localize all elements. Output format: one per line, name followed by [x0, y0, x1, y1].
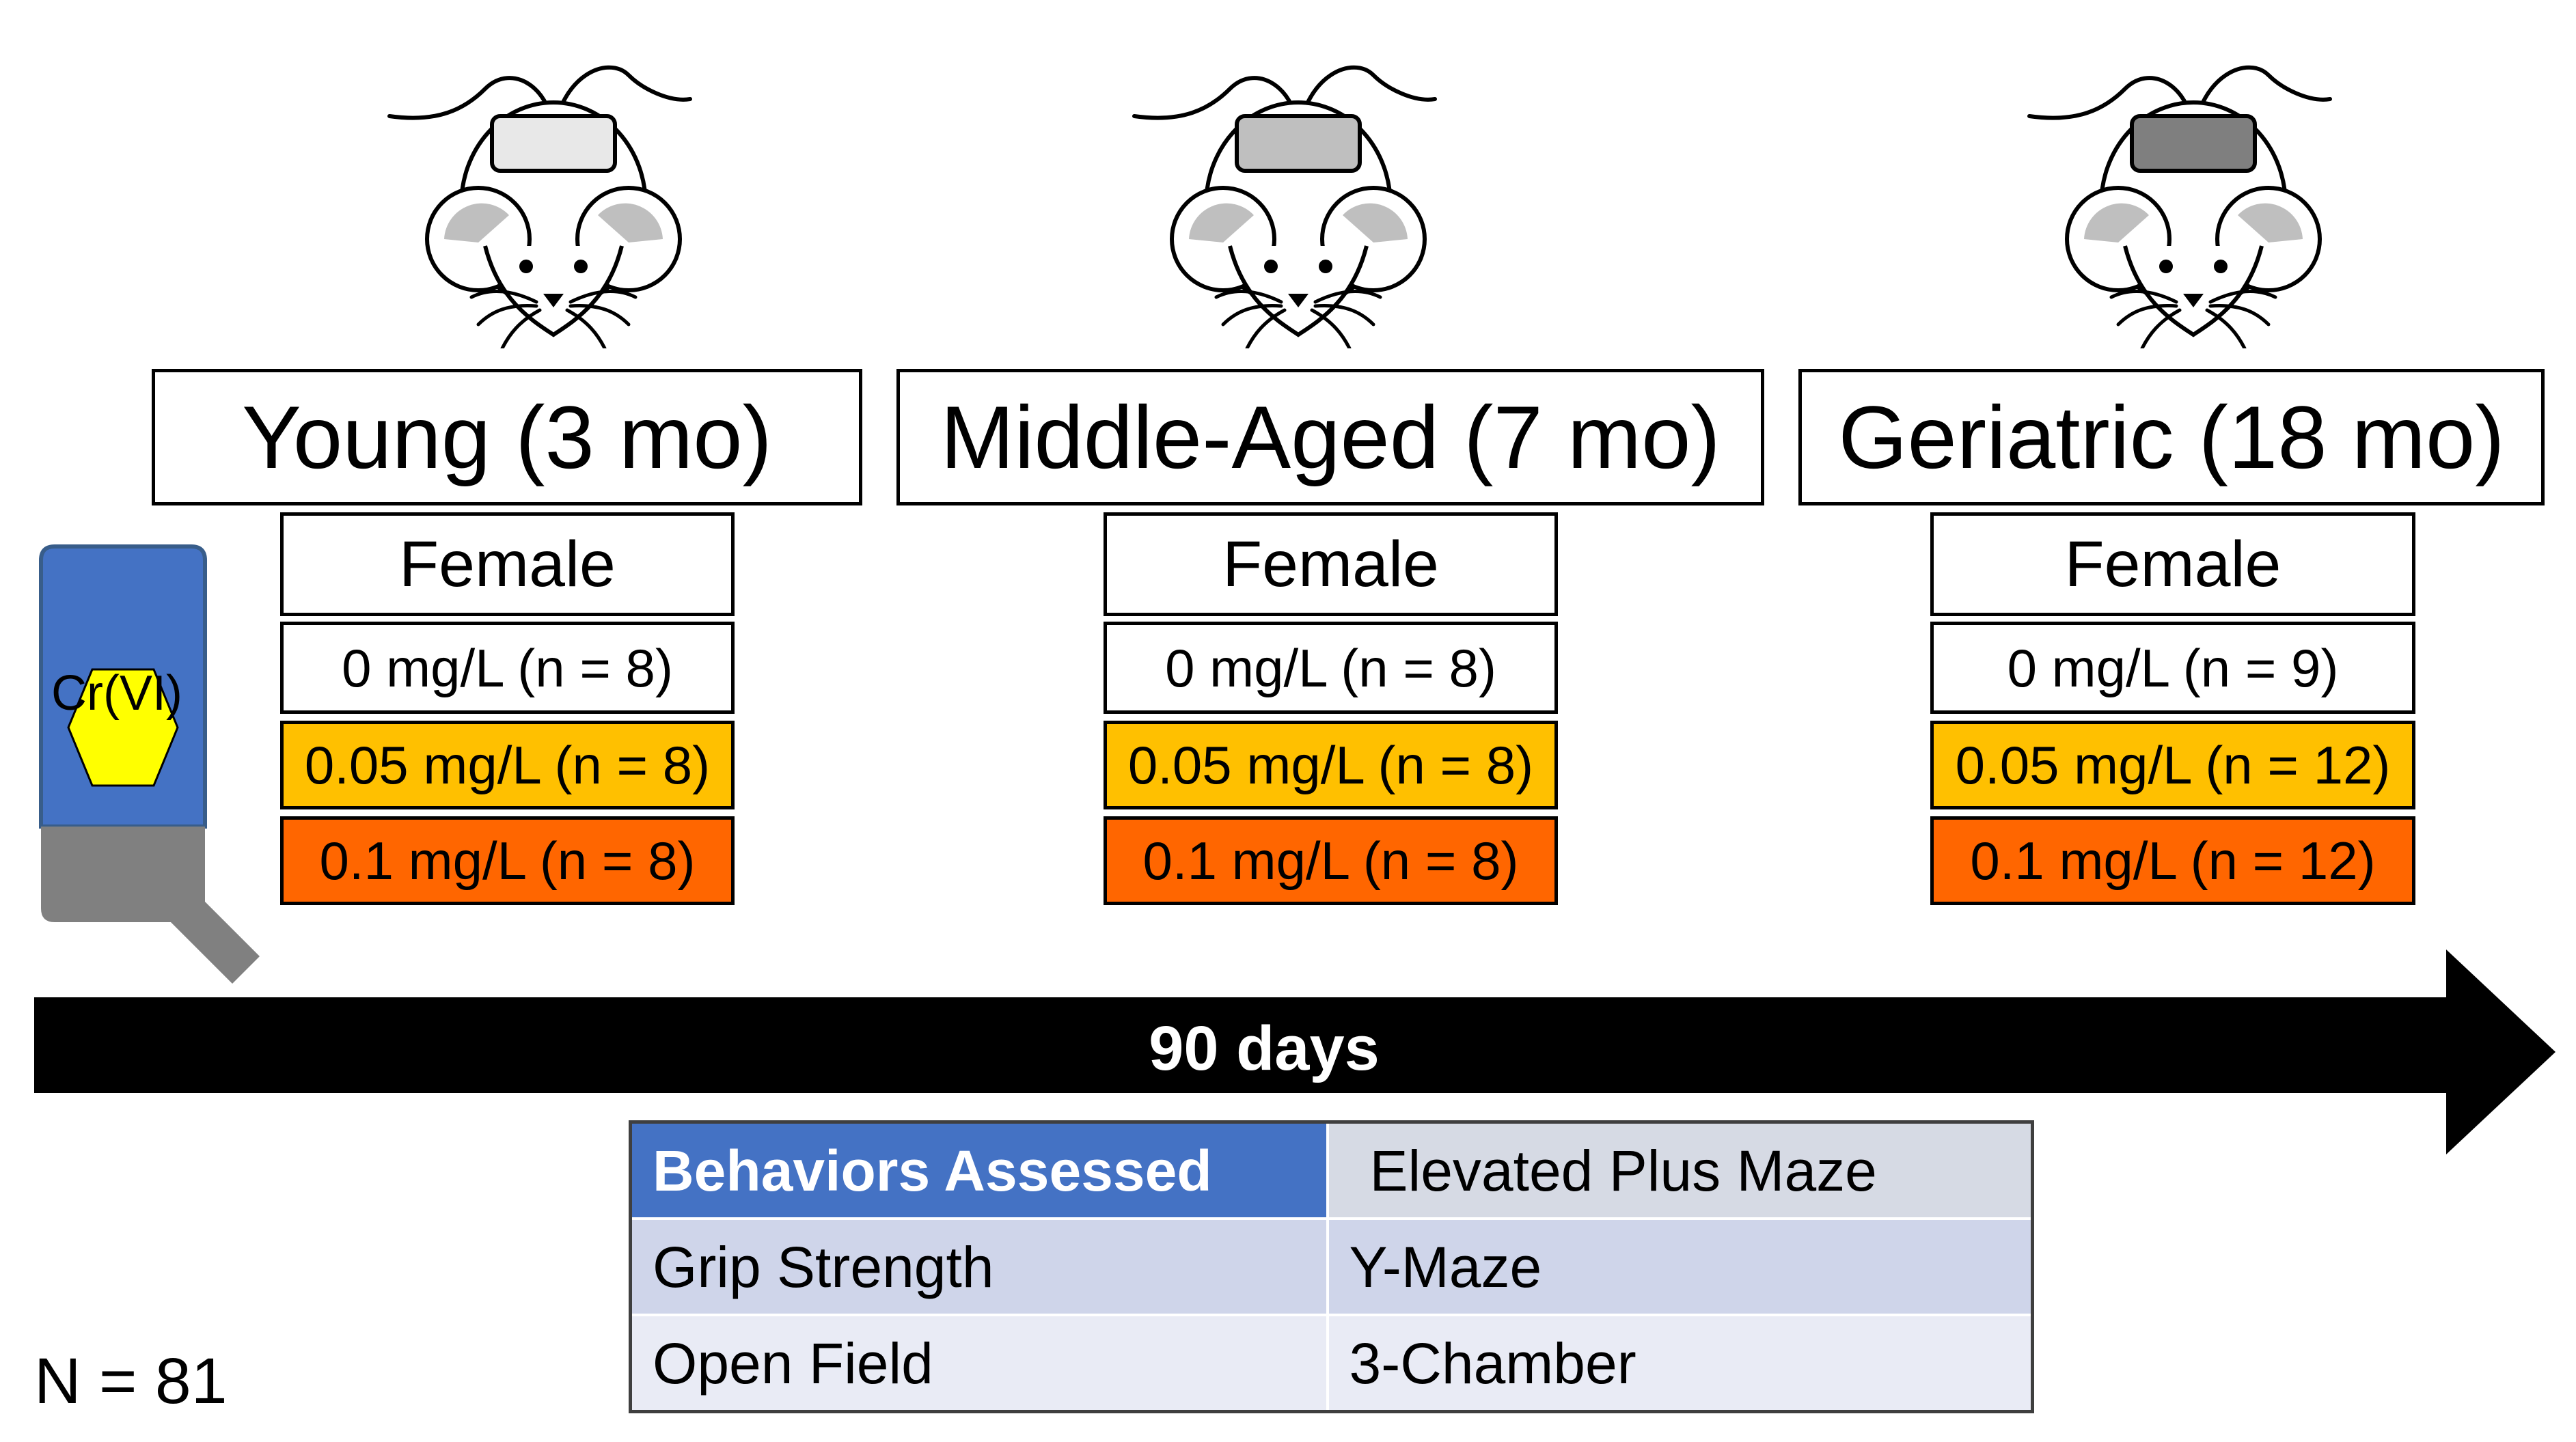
young-sex-label: Female [280, 512, 735, 616]
total-sample-size: N = 81 [34, 1345, 228, 1417]
timeline-label: 90 days [1149, 1013, 1380, 1083]
behavior-cell: 3-Chamber [1326, 1314, 2034, 1413]
behaviors-table: Behaviors Assessed Elevated Plus Maze Gr… [629, 1120, 2034, 1413]
behaviors-row: Open Field 3-Chamber [629, 1314, 2034, 1413]
young-dose-2: 0.1 mg/L (n = 8) [280, 816, 735, 905]
geriatric-sex-label: Female [1930, 512, 2415, 616]
geriatric-dose-1: 0.05 mg/L (n = 12) [1930, 721, 2415, 809]
behavior-cell: Elevated Plus Maze [1326, 1120, 2034, 1220]
timeline-arrow [34, 949, 2556, 1154]
water-bottle-icon [39, 544, 260, 984]
behavior-cell: Grip Strength [629, 1217, 1329, 1316]
group-geriatric-title: Geriatric (18 mo) [1798, 369, 2545, 505]
behaviors-row: Grip Strength Y-Maze [629, 1217, 2034, 1316]
group-middle-aged-title: Middle-Aged (7 mo) [896, 369, 1764, 505]
young-dose-1: 0.05 mg/L (n = 8) [280, 721, 735, 809]
group-young-title: Young (3 mo) [152, 369, 862, 505]
behaviors-header: Behaviors Assessed [629, 1120, 1329, 1220]
young-mouse-icon [387, 65, 692, 348]
young-dose-0: 0 mg/L (n = 8) [280, 622, 735, 714]
geriatric-mouse-icon [2027, 65, 2332, 348]
middle-aged-dose-1: 0.05 mg/L (n = 8) [1104, 721, 1558, 809]
bottle-label: Cr(VI) [51, 666, 182, 721]
behaviors-header-row: Behaviors Assessed Elevated Plus Maze [629, 1120, 2034, 1220]
middle-aged-dose-0: 0 mg/L (n = 8) [1104, 622, 1558, 714]
middle-aged-sex-label: Female [1104, 512, 1558, 616]
geriatric-dose-0: 0 mg/L (n = 9) [1930, 622, 2415, 714]
middle-aged-dose-2: 0.1 mg/L (n = 8) [1104, 816, 1558, 905]
behavior-cell: Y-Maze [1326, 1217, 2034, 1316]
middle-aged-mouse-icon [1132, 65, 1437, 348]
behavior-cell: Open Field [629, 1314, 1329, 1413]
geriatric-dose-2: 0.1 mg/L (n = 12) [1930, 816, 2415, 905]
